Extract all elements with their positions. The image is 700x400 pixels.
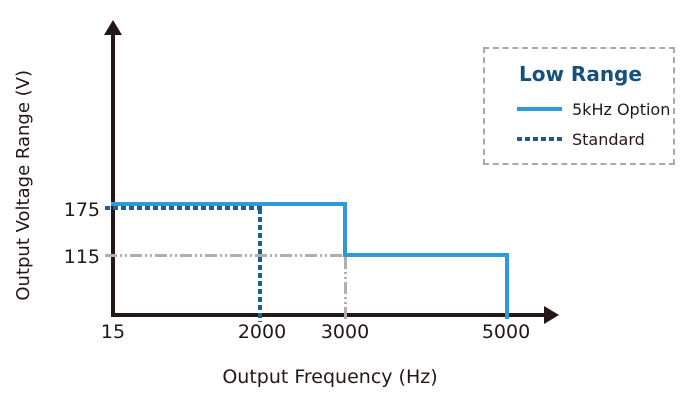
legend-solid-line-icon bbox=[517, 107, 562, 111]
x-tick-3000: 3000 bbox=[320, 321, 370, 343]
series-standard-segment-horizontal bbox=[105, 206, 262, 210]
y-axis-title-wrap: Output Voltage Range (V) bbox=[6, 60, 40, 310]
series-5khz-segment-115v bbox=[343, 253, 509, 257]
legend-box: Low Range 5kHz Option Standard bbox=[483, 47, 675, 165]
x-axis-title: Output Frequency (Hz) bbox=[222, 366, 438, 388]
y-tick-175: 175 bbox=[63, 199, 100, 221]
legend-item-standard: Standard bbox=[572, 130, 645, 149]
series-5khz-drop-5000hz bbox=[505, 253, 509, 319]
guide-line-3000hz-vertical bbox=[344, 257, 347, 321]
y-tick-115: 115 bbox=[63, 246, 100, 268]
y-axis-arrowhead-icon bbox=[104, 20, 122, 35]
series-standard-segment-vertical-2000hz bbox=[258, 209, 262, 322]
x-tick-5000: 5000 bbox=[481, 321, 531, 343]
x-tick-15: 15 bbox=[100, 321, 126, 343]
y-axis-title: Output Voltage Range (V) bbox=[12, 69, 34, 301]
y-axis-line bbox=[111, 30, 115, 317]
legend-item-5khz-option: 5kHz Option bbox=[572, 100, 671, 119]
x-tick-2000: 2000 bbox=[237, 321, 287, 343]
legend-title: Low Range bbox=[519, 62, 642, 86]
x-axis-line bbox=[111, 313, 545, 317]
series-5khz-drop-3000hz bbox=[343, 202, 347, 257]
series-5khz-segment-175v bbox=[111, 202, 347, 206]
legend-dashed-line-icon bbox=[517, 137, 562, 141]
guide-line-115v-horizontal bbox=[105, 254, 347, 257]
x-axis-arrowhead-icon bbox=[544, 306, 559, 324]
